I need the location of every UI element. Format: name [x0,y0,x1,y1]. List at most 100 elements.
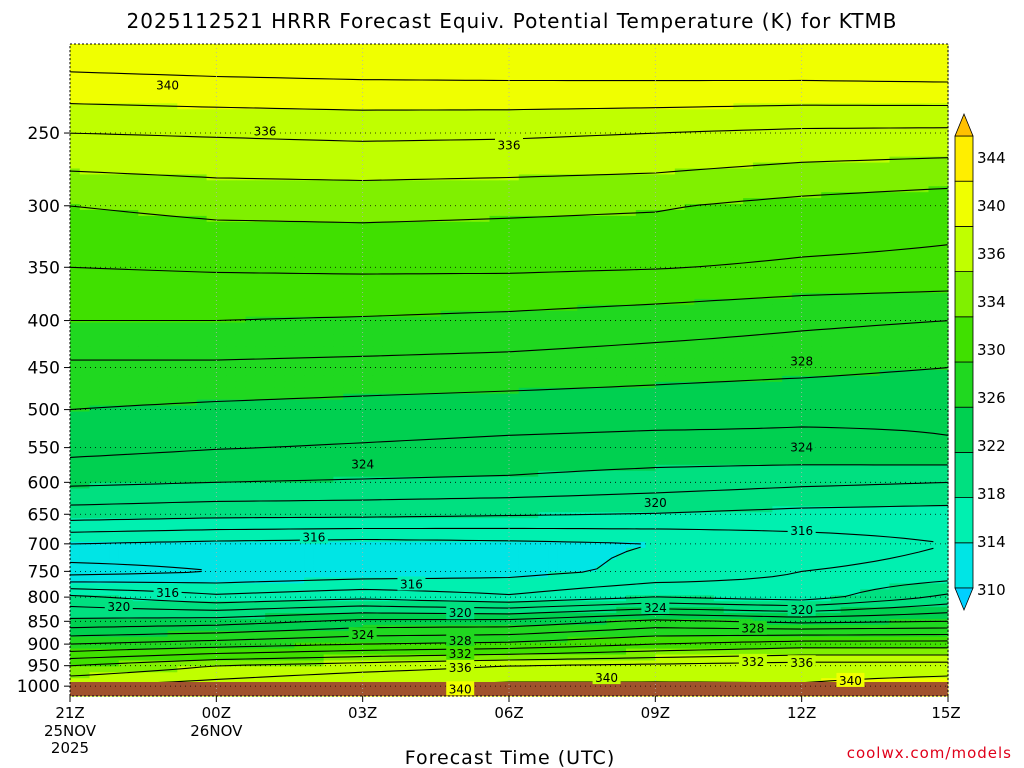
field-cell [255,198,266,205]
field-cell [655,310,666,318]
field-cell [801,334,813,341]
field-cell [733,275,744,282]
field-cell [469,328,481,336]
field-cell [889,198,900,205]
field-cell [821,138,832,146]
field-cell [411,132,422,140]
field-cell [430,61,442,69]
field-cell [704,97,715,104]
field-cell [938,245,949,253]
field-cell [821,97,832,104]
field-cell [469,334,481,341]
field-cell [928,204,939,211]
field-cell [352,340,364,347]
field-cell [762,281,773,288]
field-cell [109,186,120,193]
field-cell [362,334,374,341]
field-cell [928,61,939,69]
field-cell [577,150,588,158]
field-cell [323,346,334,353]
field-cell [157,97,169,104]
field-cell [352,370,364,377]
field-cell [704,221,715,229]
field-cell [206,281,217,288]
field-cell [128,221,139,229]
field-cell [743,263,754,270]
field-cell [928,132,939,140]
field-cell [645,287,656,294]
field-cell [557,364,569,371]
field-cell [782,358,793,365]
field-cell [635,287,647,294]
field-cell [255,310,266,318]
field-cell [684,192,695,199]
field-cell [109,91,120,98]
field-cell [196,79,208,87]
field-cell [343,269,354,276]
field-cell [538,364,549,371]
field-cell [499,91,510,98]
field-cell [635,251,647,258]
field-cell [274,132,286,140]
field-cell [401,257,413,264]
field-cell [694,334,705,341]
field-cell [548,180,559,187]
field-cell [850,174,861,181]
field-cell [177,55,188,63]
field-cell [323,198,334,205]
field-cell [148,352,159,359]
field-cell [304,150,315,158]
field-cell [352,91,364,98]
field-cell [557,233,569,241]
field-cell [879,364,891,371]
field-cell [674,132,686,140]
field-cell [782,144,793,152]
field-cell [860,257,871,264]
field-cell [889,310,900,318]
field-cell [411,245,422,253]
field-cell [830,186,842,193]
field-cell [879,198,891,205]
field-cell [235,310,247,318]
field-cell [401,263,413,270]
field-cell [333,298,344,306]
field-cell [830,192,842,199]
field-cell [684,97,695,104]
field-cell [294,233,305,241]
field-cell [187,209,198,217]
field-cell [889,352,900,359]
field-cell [908,115,920,122]
field-cell [89,310,100,318]
field-cell [128,275,139,282]
field-cell [362,174,374,181]
field-cell [616,61,627,69]
field-cell [635,61,647,69]
field-cell [499,150,510,158]
field-cell [567,215,578,223]
field-cell [499,334,510,341]
field-cell [752,150,764,158]
field-cell [752,352,764,359]
field-cell [372,257,383,264]
field-cell [274,85,286,93]
field-cell [635,310,647,318]
field-cell [499,215,510,223]
field-cell [899,126,910,134]
field-cell [79,251,91,258]
field-cell [411,364,422,371]
field-cell [694,109,705,116]
field-cell [830,44,842,51]
field-cell [450,304,461,312]
field-cell [655,97,666,104]
field-cell [440,275,452,282]
field-cell [99,370,110,377]
field-cell [596,251,608,258]
field-cell [118,198,130,205]
field-cell [743,322,754,330]
field-cell [860,150,871,158]
field-cell [528,352,539,359]
field-cell [177,73,188,81]
field-cell [704,340,715,347]
field-cell [440,79,452,87]
field-cell [372,281,383,288]
